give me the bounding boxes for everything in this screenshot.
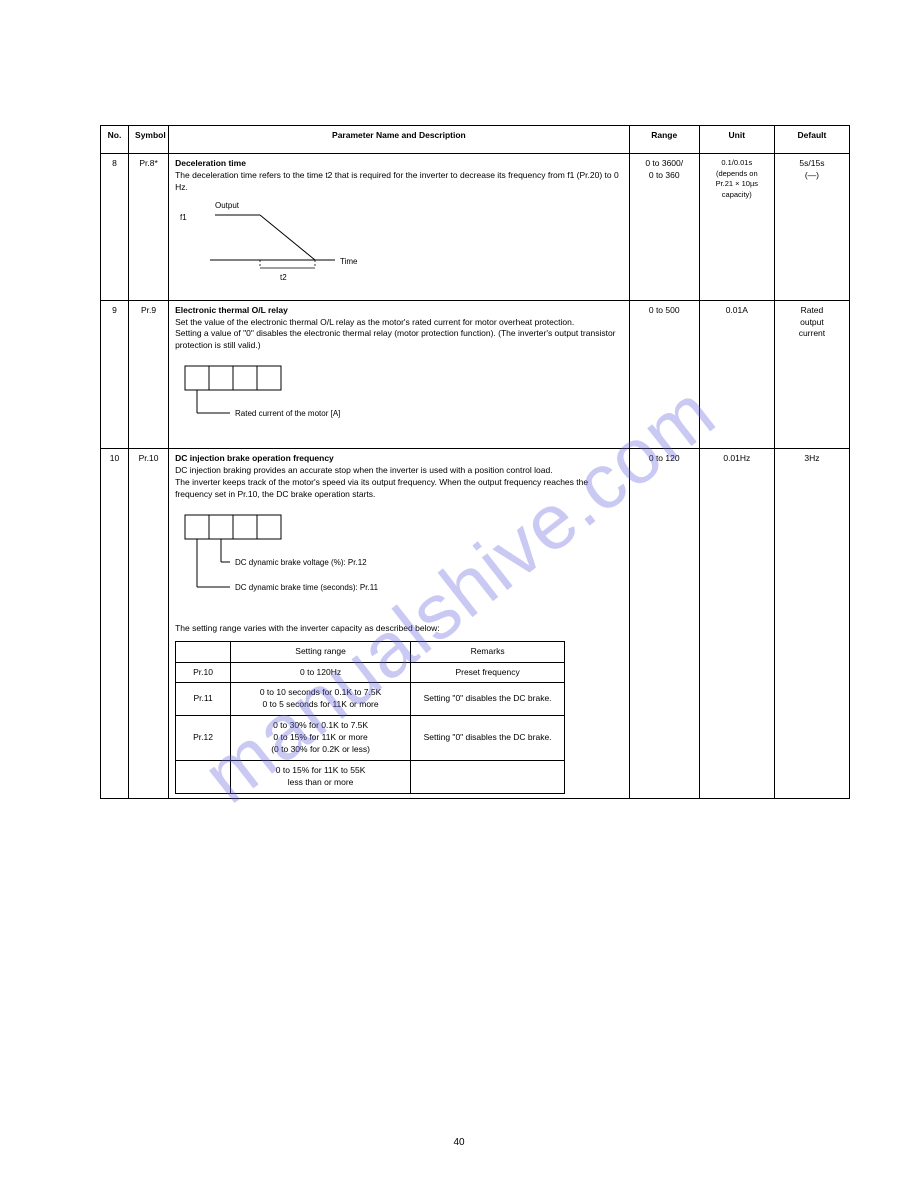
inner-r4c1 [176, 760, 231, 793]
param-desc-1: Set the value of the electronic thermal … [175, 317, 574, 327]
header-unit: Unit [699, 126, 774, 154]
param-desc-2: The inverter keeps track of the motor's … [175, 477, 588, 499]
cell-description: Electronic thermal O/L relay Set the val… [169, 300, 630, 449]
cell-default: 5s/15s (—) [774, 154, 849, 301]
inner-r4c2: 0 to 15% for 11K to 55K less than or mor… [231, 760, 411, 793]
cell-range: 0 to 3600/ 0 to 360 [629, 154, 699, 301]
inner-r2c1: Pr.11 [176, 683, 231, 716]
cell-description: DC injection brake operation frequency D… [169, 449, 630, 798]
header-default: Default [774, 126, 849, 154]
inner-r3c3: Setting "0" disables the DC brake. [411, 716, 565, 761]
cell-default: Rated output current [774, 300, 849, 449]
header-range: Range [629, 126, 699, 154]
dc-brake-diagram: DC dynamic brake voltage (%): Pr.12 DC d… [175, 507, 495, 617]
cell-unit: 0.01A [699, 300, 774, 449]
param-row-9: 9 Pr.9 Electronic thermal O/L relay Set … [101, 300, 850, 449]
callout-1: DC dynamic brake voltage (%): Pr.12 [235, 558, 367, 567]
inner-r1c1: Pr.10 [176, 662, 231, 683]
page-number: 40 [0, 1137, 918, 1148]
cell-symbol: Pr.8* [129, 154, 169, 301]
table-header-row: No. Symbol Parameter Name and Descriptio… [101, 126, 850, 154]
param-desc: The deceleration time refers to the time… [175, 170, 619, 192]
callout-2: DC dynamic brake time (seconds): Pr.11 [235, 583, 379, 592]
inner-h2: Setting range [231, 641, 411, 662]
cell-unit: 0.01Hz [699, 449, 774, 798]
cell-range: 0 to 500 [629, 300, 699, 449]
param-title: DC injection brake operation frequency [175, 453, 334, 463]
inner-r4c3 [411, 760, 565, 793]
param-title: Electronic thermal O/L relay [175, 305, 288, 315]
capacity-table: Setting range Remarks Pr.10 0 to 120Hz P… [175, 641, 565, 794]
inner-r3c2: 0 to 30% for 0.1K to 7.5K 0 to 15% for 1… [231, 716, 411, 761]
inner-r2c3: Setting "0" disables the DC brake. [411, 683, 565, 716]
inner-h1 [176, 641, 231, 662]
header-symbol: Symbol [129, 126, 169, 154]
param-row-10: 10 Pr.10 DC injection brake operation fr… [101, 449, 850, 798]
header-description: Parameter Name and Description [169, 126, 630, 154]
param-desc-1: DC injection braking provides an accurat… [175, 465, 553, 475]
cell-no: 10 [101, 449, 129, 798]
param-title: Deceleration time [175, 158, 246, 168]
fig-f1-label: f1 [180, 213, 187, 222]
inner-r1c3: Preset frequency [411, 662, 565, 683]
inner-table-title: The setting range varies with the invert… [175, 623, 623, 635]
fig-t2-label: t2 [280, 273, 287, 282]
param-desc-2: Setting a value of "0" disables the elec… [175, 328, 615, 350]
cell-description: Deceleration time The deceleration time … [169, 154, 630, 301]
fig-time-label: Time [340, 257, 358, 266]
cell-no: 8 [101, 154, 129, 301]
header-no: No. [101, 126, 129, 154]
cell-symbol: Pr.9 [129, 300, 169, 449]
cell-range: 0 to 120 [629, 449, 699, 798]
inner-r2c2: 0 to 10 seconds for 0.1K to 7.5K 0 to 5 … [231, 683, 411, 716]
parameters-table: No. Symbol Parameter Name and Descriptio… [100, 125, 850, 799]
inner-h3: Remarks [411, 641, 565, 662]
cell-symbol: Pr.10 [129, 449, 169, 798]
param-row-8: 8 Pr.8* Deceleration time The decelerati… [101, 154, 850, 301]
inner-r3c1: Pr.12 [176, 716, 231, 761]
decel-diagram: f1 t2 Time Output [175, 200, 375, 290]
fig-output-label: Output [215, 201, 240, 210]
cell-no: 9 [101, 300, 129, 449]
callout-label: Rated current of the motor [A] [235, 409, 340, 418]
inner-r1c2: 0 to 120Hz [231, 662, 411, 683]
cell-unit: 0.1/0.01s (depends on Pr.21 × 10µs capac… [699, 154, 774, 301]
thermal-diagram: Rated current of the motor [A] [175, 358, 455, 438]
cell-default: 3Hz [774, 449, 849, 798]
